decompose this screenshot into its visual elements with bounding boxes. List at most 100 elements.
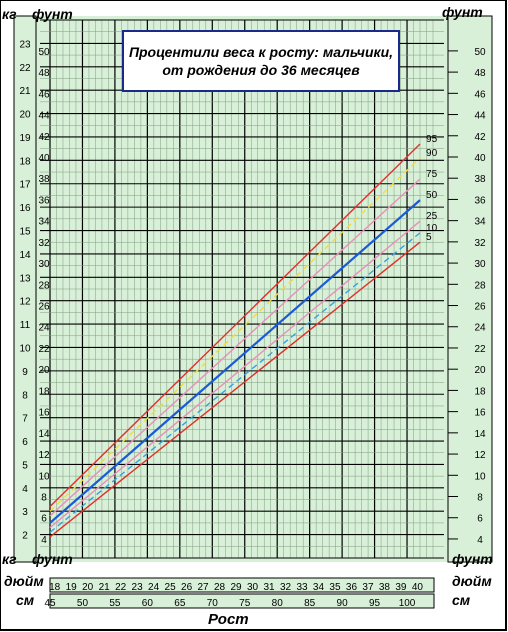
percentile-label-25: 25	[426, 211, 438, 222]
inch-tick-label: 27	[198, 582, 210, 593]
inch-tick-label: 31	[263, 582, 275, 593]
kg-tick-label: 17	[19, 180, 31, 191]
chart-title-line-2: от рождения до 36 месяцев	[162, 62, 360, 78]
kg-tick-label: 7	[22, 414, 28, 425]
inch-tick-label: 38	[379, 582, 391, 593]
lb-label-bottom-left: фунт	[32, 551, 73, 567]
lb-tick-label-right: 14	[474, 429, 486, 440]
percentile-label-50: 50	[426, 190, 438, 201]
lb-tick-label-right: 6	[477, 514, 483, 525]
inch-tick-label: 35	[329, 582, 341, 593]
kg-tick-label: 2	[22, 531, 28, 542]
lb-tick-label-left: 8	[41, 493, 47, 504]
lb-tick-label-right: 36	[474, 195, 486, 206]
lb-tick-label-right: 44	[474, 111, 486, 122]
cm-tick-label: 80	[272, 598, 284, 609]
kg-tick-label: 15	[19, 227, 31, 238]
inch-tick-label: 33	[296, 582, 308, 593]
cm-tick-label: 85	[304, 598, 316, 609]
kg-tick-label: 9	[22, 367, 28, 378]
cm-tick-label: 55	[109, 598, 121, 609]
lb-tick-label-left: 24	[38, 323, 50, 334]
kg-tick-label: 8	[22, 390, 28, 401]
lb-tick-label-left: 26	[38, 302, 50, 313]
lb-tick-label-left: 4	[41, 535, 47, 546]
lb-tick-label-right: 4	[477, 535, 483, 546]
cm-tick-label: 70	[207, 598, 219, 609]
right-scale-strip	[447, 15, 493, 563]
inch-tick-label: 28	[214, 582, 226, 593]
inch-tick-label: 29	[230, 582, 242, 593]
kg-tick-label: 13	[19, 273, 31, 284]
percentile-line-25	[49, 220, 421, 529]
percentile-label-90: 90	[426, 148, 438, 159]
lb-tick-label-right: 26	[474, 302, 486, 313]
kg-tick-label: 5	[22, 460, 28, 471]
lb-tick-label-left: 22	[38, 344, 50, 355]
lb-tick-label-left: 42	[38, 132, 50, 143]
kg-tick-label: 10	[19, 343, 31, 354]
lb-tick-label-left: 32	[38, 238, 50, 249]
inch-tick-label: 26	[181, 582, 193, 593]
inch-tick-label: 30	[247, 582, 259, 593]
kg-tick-label: 16	[19, 203, 31, 214]
lb-label-top-right: фунт	[442, 4, 483, 20]
kg-tick-label: 6	[22, 437, 28, 448]
lb-tick-label-right: 34	[474, 217, 486, 228]
inch-tick-label: 24	[148, 582, 160, 593]
lb-tick-label-left: 34	[38, 217, 50, 228]
lb-tick-label-left: 28	[38, 280, 50, 291]
inch-tick-label: 22	[115, 582, 127, 593]
kg-tick-label: 4	[22, 484, 28, 495]
percentile-label-5: 5	[426, 232, 432, 243]
inch-tick-label: 25	[165, 582, 177, 593]
percentile-label-10: 10	[426, 223, 438, 234]
left-scale-strip	[13, 15, 37, 563]
lb-tick-label-left: 14	[38, 429, 50, 440]
inch-tick-label: 36	[346, 582, 358, 593]
kg-tick-label: 12	[19, 297, 31, 308]
x-axis-title: Рост	[208, 611, 249, 628]
lb-tick-label-left: 20	[38, 365, 50, 376]
lb-label-bottom-right: фунт	[452, 551, 493, 567]
percentile-label-95: 95	[426, 134, 438, 145]
inch-tick-label: 23	[132, 582, 144, 593]
inch-tick-label: 34	[313, 582, 325, 593]
lb-tick-label-right: 38	[474, 174, 486, 185]
percentile-line-50	[49, 199, 421, 524]
cm-tick-label: 100	[399, 598, 416, 609]
lb-tick-label-left: 40	[38, 153, 50, 164]
inch-label-right: дюйм	[452, 573, 492, 589]
kg-tick-label: 20	[19, 110, 31, 121]
lb-tick-label-right: 18	[474, 386, 486, 397]
kg-label-top-left: кг	[2, 6, 17, 22]
kg-tick-label: 19	[19, 133, 31, 144]
cm-tick-label: 60	[142, 598, 154, 609]
cm-tick-label: 65	[174, 598, 186, 609]
inch-tick-label: 20	[82, 582, 94, 593]
lb-tick-label-right: 50	[474, 47, 486, 58]
lb-tick-label-right: 12	[474, 450, 486, 461]
cm-tick-label: 90	[337, 598, 349, 609]
lb-tick-label-left: 30	[38, 259, 50, 270]
lb-tick-label-right: 28	[474, 280, 486, 291]
cm-tick-label: 50	[77, 598, 89, 609]
lb-tick-label-left: 6	[41, 514, 47, 525]
percentile-line-95	[49, 143, 421, 508]
lb-tick-label-right: 32	[474, 238, 486, 249]
cm-scale-strip	[49, 593, 435, 609]
percentile-line-5	[49, 241, 421, 538]
inch-tick-label: 19	[66, 582, 78, 593]
lb-tick-label-left: 44	[38, 111, 50, 122]
lb-tick-label-right: 40	[474, 153, 486, 164]
lb-tick-label-right: 8	[477, 493, 483, 504]
lb-tick-label-left: 46	[38, 89, 50, 100]
lb-tick-label-right: 10	[474, 471, 486, 482]
lb-tick-label-right: 20	[474, 365, 486, 376]
kg-tick-label: 18	[19, 156, 31, 167]
lb-tick-label-left: 10	[38, 471, 50, 482]
inch-tick-label: 18	[49, 582, 61, 593]
